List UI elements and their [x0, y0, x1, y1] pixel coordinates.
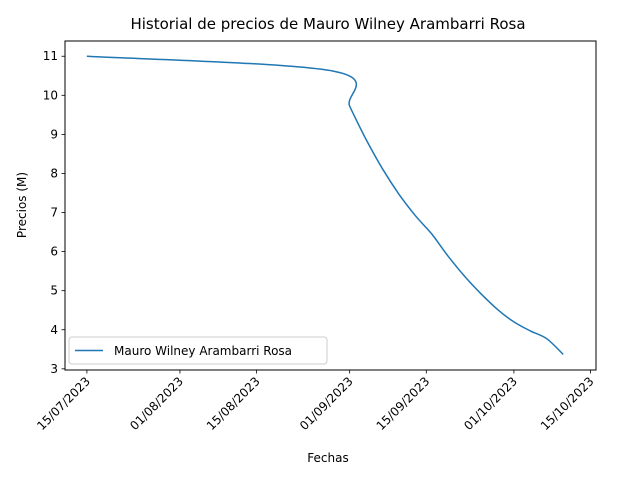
y-axis: 3 4 5 6 7 8 9 10 11 — [43, 49, 65, 376]
axes-frame — [64, 40, 597, 371]
plot-area — [86, 55, 564, 355]
y-tick-label: 9 — [50, 127, 58, 141]
legend-entry: Mauro Wilney Arambarri Rosa — [114, 344, 292, 358]
y-tick-label: 7 — [50, 206, 58, 220]
y-tick-label: 10 — [43, 88, 58, 102]
legend-box — [68, 336, 328, 365]
y-tick-label: 5 — [50, 284, 58, 298]
y-axis-label: Precios (M) — [15, 172, 29, 238]
y-tick-label: 8 — [50, 166, 58, 180]
y-tick-label: 3 — [50, 362, 58, 376]
y-tick-label: 4 — [50, 323, 58, 337]
y-tick-label: 6 — [50, 245, 58, 259]
legend: Mauro Wilney Arambarri Rosa — [68, 336, 328, 365]
y-tick-label: 11 — [43, 49, 58, 63]
chart-title: Historial de precios de Mauro Wilney Ara… — [130, 15, 525, 33]
x-axis-label: Fechas — [307, 451, 348, 465]
series-line-0 — [86, 55, 564, 355]
